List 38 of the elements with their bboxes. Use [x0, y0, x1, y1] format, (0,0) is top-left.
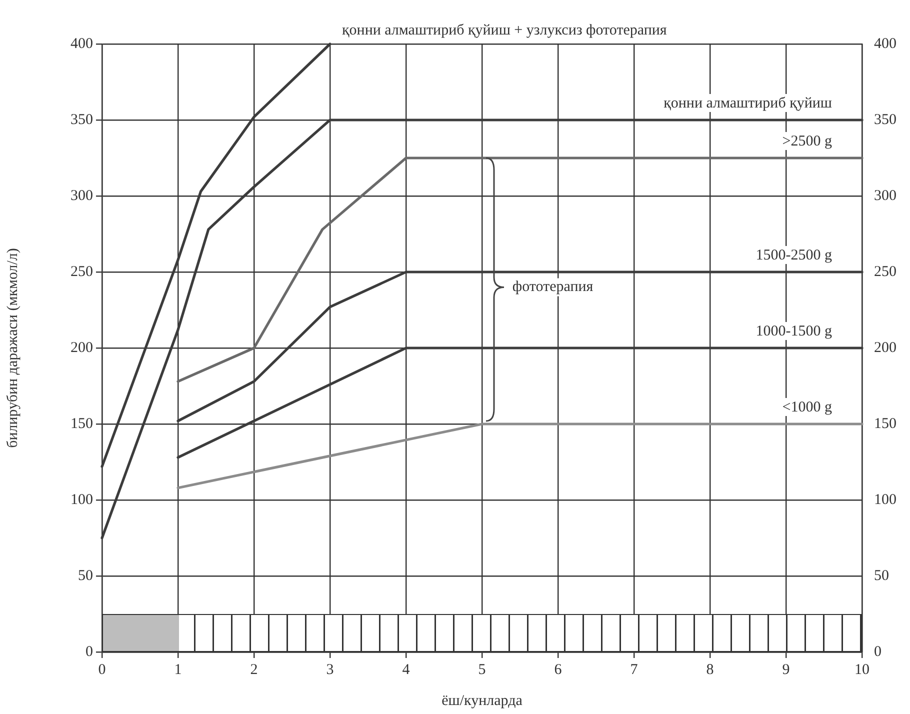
y2-tick-label: 50: [874, 568, 889, 584]
x-tick-label: 6: [554, 662, 562, 678]
y-tick-label: 100: [70, 492, 93, 508]
y-tick-label: 400: [70, 36, 93, 52]
y-tick-label: 200: [70, 340, 93, 356]
series-label: қонни алмаштириб қуйиш: [664, 95, 832, 112]
x-tick-label: 7: [630, 662, 638, 678]
x-tick-label: 0: [98, 662, 106, 678]
series-label: 1500-2500 g: [756, 247, 832, 264]
x-tick-label: 1: [174, 662, 182, 678]
y-tick-label: 0: [86, 644, 93, 660]
series-label: >2500 g: [782, 133, 832, 150]
x-tick-label: 5: [478, 662, 486, 678]
x-axis-title: ёш/кунларда: [442, 692, 523, 709]
series-label: <1000 g: [782, 399, 832, 416]
y-tick-label: 150: [70, 416, 93, 432]
y2-tick-label: 0: [874, 644, 882, 660]
y-tick-label: 300: [70, 188, 93, 204]
series-label: қонни алмаштириб қуйиш + узлуксиз фототерапия: [342, 22, 667, 38]
y-tick-label: 350: [70, 112, 93, 128]
x-tick-label: 10: [854, 662, 870, 678]
y-tick-label: 250: [70, 264, 93, 280]
y2-tick-label: 100: [874, 492, 896, 508]
x-tick-label: 2: [250, 662, 258, 678]
y2-tick-label: 350: [874, 112, 896, 128]
y2-tick-label: 250: [874, 264, 896, 280]
x-tick-label: 3: [326, 662, 334, 678]
y2-tick-label: 400: [874, 36, 896, 52]
x-tick-label: 4: [402, 662, 410, 678]
y2-tick-label: 200: [874, 340, 896, 356]
y-axis-title: билирубин даражаси (мкмол/л): [4, 248, 21, 448]
annotation: фототерапия: [512, 279, 594, 296]
y2-tick-label: 300: [874, 188, 896, 204]
x-tick-label: 9: [782, 662, 790, 678]
series-label: 1000-1500 g: [756, 323, 832, 340]
y-tick-label: 50: [78, 568, 93, 584]
y2-tick-label: 150: [874, 416, 896, 432]
x-tick-label: 8: [706, 662, 714, 678]
